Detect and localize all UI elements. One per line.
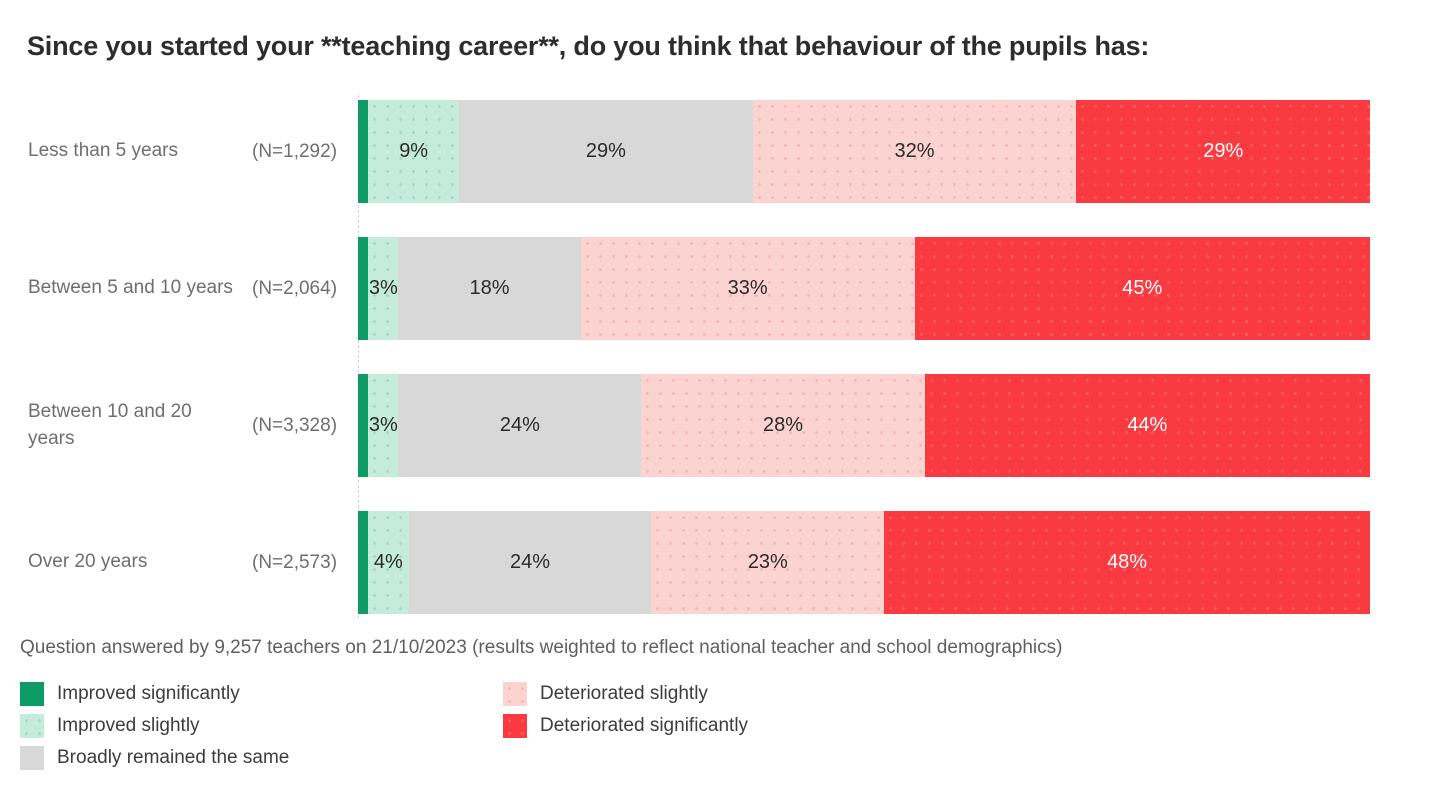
axis-baseline <box>358 95 359 618</box>
bar-segment-deteriorated-slightly: 33% <box>580 237 915 340</box>
bar-segment-deteriorated-significantly: 44% <box>924 374 1370 477</box>
legend-swatch-deteriorated-slightly <box>503 682 527 706</box>
segment-value-label: 9% <box>399 140 429 162</box>
segment-value-label: 4% <box>373 551 403 573</box>
bar-segment-improved-significantly <box>358 237 369 340</box>
bar-segment-deteriorated-significantly: 29% <box>1076 100 1370 203</box>
legend-label: Improved slightly <box>57 715 200 736</box>
segment-value-label: 48% <box>1107 551 1148 573</box>
bar-segment-broadly-remained-the-same: 29% <box>459 100 753 203</box>
bar-segment-improved-significantly <box>358 511 369 614</box>
bar-segment-deteriorated-slightly: 28% <box>641 374 925 477</box>
legend-label: Improved significantly <box>57 683 240 704</box>
bar-segment-improved-slightly: 4% <box>368 511 409 614</box>
category-label: Less than 5 years <box>28 140 178 162</box>
legend-swatch-deteriorated-significantly <box>503 714 527 738</box>
chart-row-less-than-5-years: Less than 5 years (N=1,292) 9% 29% 32% 2… <box>0 100 1370 203</box>
bar-segment-broadly-remained-the-same: 24% <box>398 374 642 477</box>
legend-swatch-broadly-remained-the-same <box>20 746 44 770</box>
segment-value-label: 29% <box>1203 140 1244 162</box>
legend-item-broadly-remained-the-same: Broadly remained the same <box>20 742 503 774</box>
bar-segment-improved-slightly: 9% <box>368 100 460 203</box>
sample-size-label: (N=1,292) <box>252 140 338 162</box>
legend-label: Deteriorated significantly <box>540 715 749 736</box>
legend-item-deteriorated-significantly: Deteriorated significantly <box>503 710 748 742</box>
legend-item-deteriorated-slightly: Deteriorated slightly <box>503 678 748 710</box>
segment-value-label: 33% <box>727 277 768 299</box>
legend-label: Broadly remained the same <box>57 747 290 768</box>
category-label: Between 10 and 20 years <box>28 400 192 449</box>
chart-row-between-10-and-20-years: Between 10 and 20 years (N=3,328) 3% 24%… <box>0 374 1370 477</box>
sample-size-label: (N=2,573) <box>252 551 338 573</box>
segment-value-label: 24% <box>510 551 551 573</box>
category-label: Between 5 and 10 years <box>28 277 233 299</box>
category-label: Over 20 years <box>28 551 148 573</box>
stacked-bar-chart: Less than 5 years (N=1,292) 9% 29% 32% 2… <box>0 95 1370 618</box>
bar-segment-deteriorated-slightly: 23% <box>651 511 885 614</box>
legend-label: Deteriorated slightly <box>540 683 708 704</box>
chart-footnote: Question answered by 9,257 teachers on 2… <box>20 637 1063 658</box>
sample-size-label: (N=3,328) <box>252 414 338 436</box>
segment-value-label: 23% <box>747 551 788 573</box>
bar-segment-improved-slightly: 3% <box>368 374 399 477</box>
chart-title: Since you started your **teaching career… <box>27 31 1150 61</box>
legend-column-1: Improved significantly Improved slightly… <box>20 678 503 774</box>
bar-segment-deteriorated-significantly: 45% <box>914 237 1370 340</box>
legend-item-improved-significantly: Improved significantly <box>20 678 503 710</box>
chart-row-between-5-and-10-years: Between 5 and 10 years (N=2,064) 3% 18% … <box>0 237 1370 340</box>
stacked-bar: 3% 18% 33% 45% <box>358 237 1370 340</box>
legend-column-2: Deteriorated slightly Deteriorated signi… <box>503 678 748 774</box>
bar-segment-broadly-remained-the-same: 24% <box>408 511 652 614</box>
sample-size-label: (N=2,064) <box>252 277 338 299</box>
legend-swatch-improved-slightly <box>20 714 44 738</box>
segment-value-label: 24% <box>499 414 540 436</box>
segment-value-label: 45% <box>1122 277 1163 299</box>
legend-item-improved-slightly: Improved slightly <box>20 710 503 742</box>
bar-segment-deteriorated-significantly: 48% <box>884 511 1370 614</box>
chart-row-over-20-years: Over 20 years (N=2,573) 4% 24% 23% 48% <box>0 511 1370 614</box>
bar-segment-broadly-remained-the-same: 18% <box>398 237 581 340</box>
segment-value-label: 29% <box>585 140 626 162</box>
stacked-bar: 3% 24% 28% 44% <box>358 374 1370 477</box>
stacked-bar: 9% 29% 32% 29% <box>358 100 1370 203</box>
segment-value-label: 3% <box>368 277 398 299</box>
bar-segment-improved-significantly <box>358 374 369 477</box>
bar-segment-improved-significantly <box>358 100 369 203</box>
segment-value-label: 28% <box>763 414 804 436</box>
stacked-bar: 4% 24% 23% 48% <box>358 511 1370 614</box>
segment-value-label: 32% <box>894 140 935 162</box>
chart-legend: Improved significantly Improved slightly… <box>20 678 748 774</box>
bar-segment-improved-slightly: 3% <box>368 237 399 340</box>
legend-swatch-improved-significantly <box>20 682 44 706</box>
segment-value-label: 3% <box>368 414 398 436</box>
segment-value-label: 18% <box>469 277 510 299</box>
segment-value-label: 44% <box>1127 414 1168 436</box>
bar-segment-deteriorated-slightly: 32% <box>752 100 1077 203</box>
